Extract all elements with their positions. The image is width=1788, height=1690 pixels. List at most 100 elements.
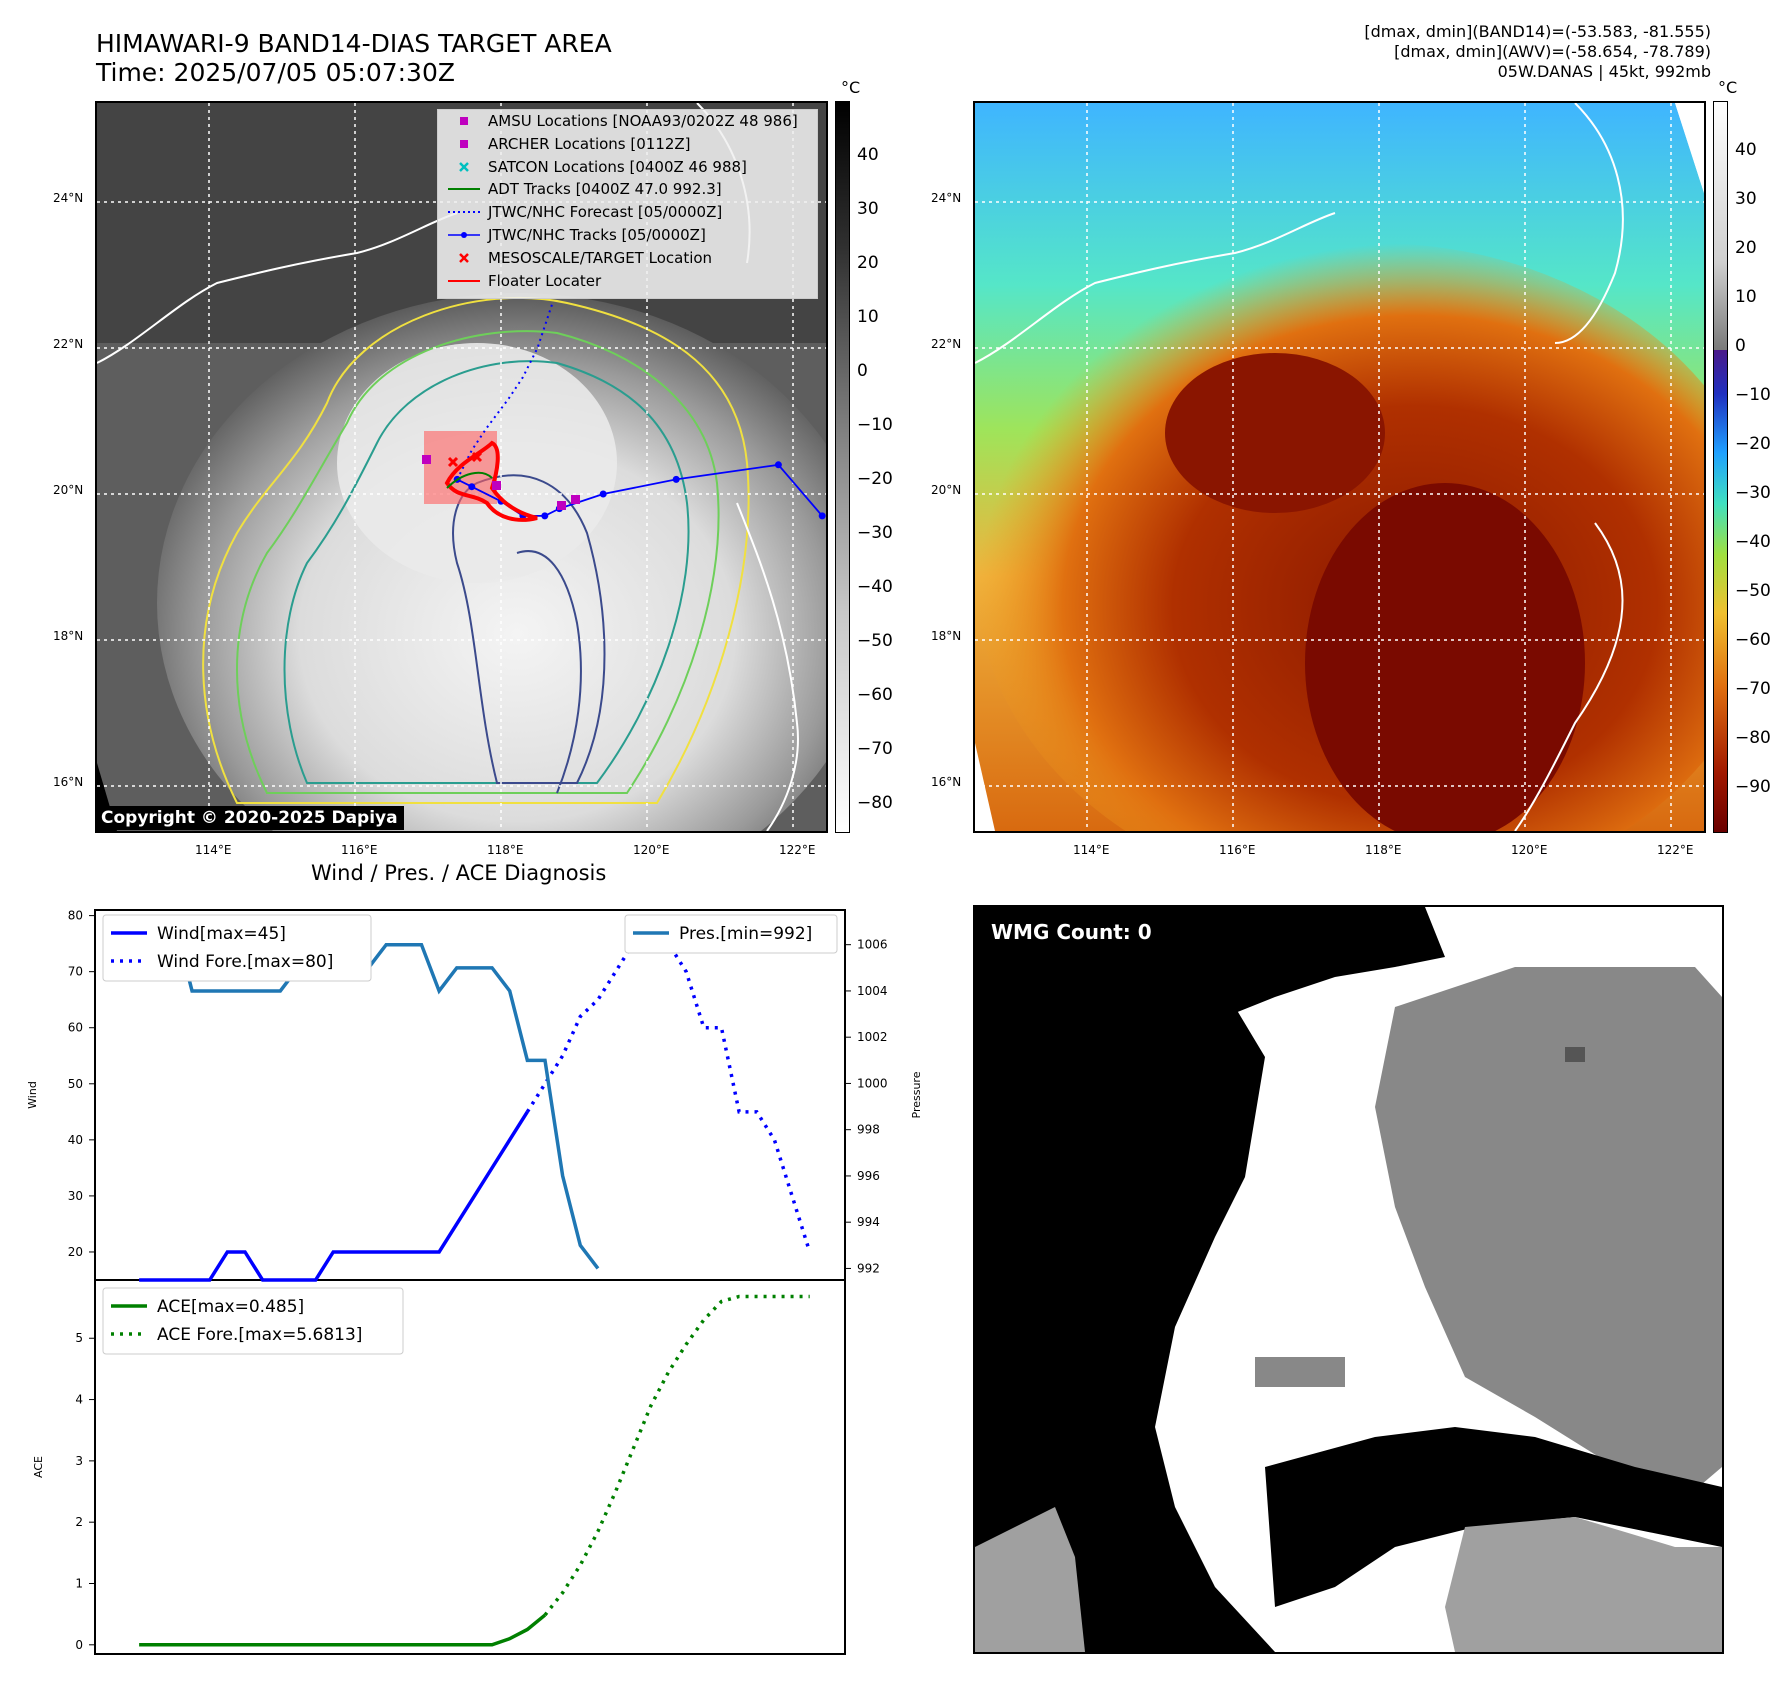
chart-legend <box>102 1287 404 1355</box>
legend-label: SATCON Locations [0400Z 46 988] <box>488 157 747 176</box>
chart-legend-label: Pres.[min=992] <box>679 924 812 944</box>
legend-entry: MESOSCALE/TARGET Location <box>438 247 817 270</box>
chart-legend-label: ACE Fore.[max=5.6813] <box>157 1325 362 1345</box>
pressure-tick-label: 1006 <box>857 938 888 952</box>
pressure-axis-label: Pressure <box>910 1071 920 1118</box>
colorbar-tick-label: −80 <box>1735 728 1771 748</box>
legend-marker <box>448 231 480 238</box>
legend-marker <box>448 188 480 191</box>
series-line <box>543 1294 810 1617</box>
adt-track <box>446 471 493 489</box>
copyright-label: Copyright © 2020-2025 Dapiya <box>95 806 404 830</box>
lon-tick-label: 114°E <box>195 843 232 857</box>
legend-marker <box>459 252 469 263</box>
legend-entry: SATCON Locations [0400Z 46 988] <box>438 156 817 179</box>
diagnosis-frame <box>94 909 846 1655</box>
colorbar-tick-label: −50 <box>1735 581 1771 601</box>
diagnosis-title: Wind / Pres. / ACE Diagnosis <box>311 861 607 885</box>
pressure-tick-label: 992 <box>857 1261 880 1275</box>
floater-locater <box>444 440 538 522</box>
band14-stats: [dmax, dmin](BAND14)=(-53.583, -81.555) <box>1364 22 1711 41</box>
pressure-tick-label: 998 <box>857 1123 880 1137</box>
legend-entry: ARCHER Locations [0112Z] <box>438 133 817 156</box>
wind-tick-label: 30 <box>68 1189 83 1203</box>
colorbar-tick-label: −40 <box>857 577 893 597</box>
lat-tick-label: 20°N <box>931 483 962 497</box>
series-line <box>139 1613 547 1647</box>
colorbar-tick-label: 20 <box>857 253 879 273</box>
chart-legend-label: Wind Fore.[max=80] <box>157 952 333 972</box>
wmg-count-badge: WMG Count: 0 <box>983 917 1160 947</box>
pressure-tick-label: 1004 <box>857 984 888 998</box>
legend-marker <box>459 161 469 172</box>
lat-tick-label: 24°N <box>53 191 84 205</box>
mesoscale-target-marks <box>447 451 483 468</box>
legend-entry: ADT Tracks [0400Z 47.0 992.3] <box>438 178 817 201</box>
ace-tick-label: 3 <box>75 1454 83 1468</box>
colorbar-tick-label: −60 <box>1735 630 1771 650</box>
diagnosis-charts: 2030405060708099299499699810001002100410… <box>26 909 920 1655</box>
pressure-tick-label: 994 <box>857 1215 880 1229</box>
colorbar-tick-label: −40 <box>1735 532 1771 552</box>
colorbar-tick-label: 30 <box>857 199 879 219</box>
storm-info: 05W.DANAS | 45kt, 992mb <box>1497 62 1711 81</box>
band14-colorbar <box>835 101 850 833</box>
wind-tick-label: 20 <box>68 1245 83 1259</box>
colorbar-tick-label: 30 <box>1735 189 1757 209</box>
colorbar-tick-label: −60 <box>857 685 893 705</box>
pressure-tick-label: 1000 <box>857 1076 888 1090</box>
lon-tick-label: 120°E <box>633 843 670 857</box>
legend-marker <box>448 279 480 282</box>
colorbar-tick-label: −20 <box>1735 434 1771 454</box>
lon-tick-label: 114°E <box>1073 843 1110 857</box>
legend-marker <box>460 117 468 125</box>
legend-entry: Floater Locater <box>438 270 817 293</box>
colorbar-tick-label: 20 <box>1735 238 1757 258</box>
legend-label: ADT Tracks [0400Z 47.0 992.3] <box>488 180 722 199</box>
wind-tick-label: 50 <box>68 1077 83 1091</box>
chart-legend <box>624 914 838 954</box>
colorbar-tick-label: −80 <box>857 793 893 813</box>
colorbar-tick-label: 10 <box>1735 287 1757 307</box>
wind-tick-label: 40 <box>68 1133 83 1147</box>
lon-tick-label: 116°E <box>1219 843 1256 857</box>
chart-legend-label: ACE[max=0.485] <box>157 1297 304 1317</box>
lat-tick-label: 16°N <box>931 775 962 789</box>
jtwc-track-point <box>468 483 476 491</box>
jtwc-track-point <box>818 512 826 520</box>
lat-tick-label: 20°N <box>53 483 84 497</box>
map-legend: AMSU Locations [NOAA93/0202Z 48 986] ARCH… <box>437 109 818 299</box>
band14-colorbar-unit: °C <box>841 78 861 97</box>
pressure-tick-label: 1002 <box>857 1030 888 1044</box>
legend-label: ARCHER Locations [0112Z] <box>488 134 691 153</box>
lon-tick-label: 118°E <box>487 843 524 857</box>
wind-axis-label: Wind <box>26 1081 39 1109</box>
colorbar-tick-label: −90 <box>1735 777 1771 797</box>
map-title: HIMAWARI-9 BAND14-DIAS TARGET AREA <box>96 29 612 58</box>
colorbar-tick-label: −10 <box>857 415 893 435</box>
legend-label: JTWC/NHC Tracks [05/0000Z] <box>488 225 706 244</box>
awv-colorbar-unit: °C <box>1718 78 1738 97</box>
wmg-panel <box>973 905 1724 1654</box>
awv-map-canvas <box>975 103 1704 831</box>
colorbar-tick-label: 40 <box>857 145 879 165</box>
colorbar-tick-label: −20 <box>857 469 893 489</box>
chart-legend-label: Wind[max=45] <box>157 924 286 944</box>
lon-tick-label: 116°E <box>341 843 378 857</box>
ace-tick-label: 5 <box>75 1331 83 1345</box>
jtwc-track <box>456 463 823 517</box>
jtwc-track-point <box>672 475 680 483</box>
lat-tick-label: 22°N <box>53 337 84 351</box>
colorbar-tick-label: −30 <box>1735 483 1771 503</box>
pressure-tick-label: 996 <box>857 1169 880 1183</box>
legend-entry: AMSU Locations [NOAA93/0202Z 48 986] <box>438 110 817 133</box>
colorbar-tick-label: 0 <box>857 361 868 381</box>
amsu-archer-marks <box>422 455 580 510</box>
map-time: Time: 2025/07/05 05:07:30Z <box>96 58 455 87</box>
colorbar-tick-label: 40 <box>1735 140 1757 160</box>
legend-marker <box>448 211 480 214</box>
awv-map <box>973 101 1706 833</box>
awv-colorbar <box>1713 101 1728 833</box>
legend-label: AMSU Locations [NOAA93/0202Z 48 986] <box>488 112 798 130</box>
legend-label: JTWC/NHC Forecast [05/0000Z] <box>488 203 723 222</box>
